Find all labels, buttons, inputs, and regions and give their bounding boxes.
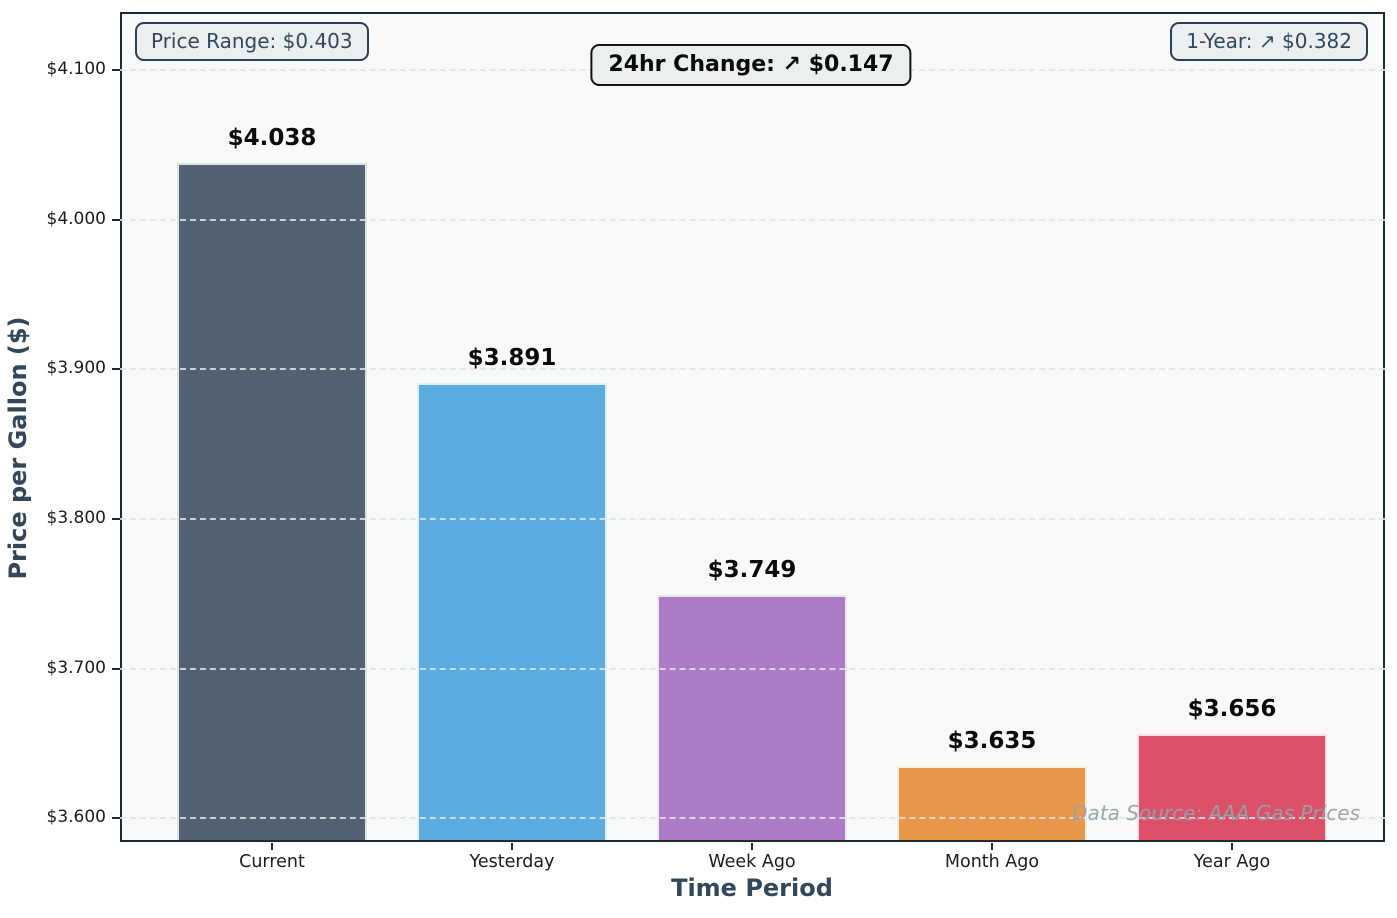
- x-axis-title: Time Period: [671, 874, 833, 902]
- x-tick-label: Month Ago: [944, 852, 1040, 872]
- bar-yesterday: [417, 382, 607, 840]
- x-tick-label: Year Ago: [1193, 852, 1271, 872]
- x-tick-mark: [511, 843, 513, 850]
- x-tick-mark: [991, 843, 993, 850]
- bar-value-label: $4.038: [227, 125, 317, 152]
- y-tick-label: $3.700: [46, 657, 106, 678]
- bar-value-label: $3.891: [467, 344, 557, 371]
- y-tick-label: $3.600: [46, 807, 106, 828]
- bar-value-label: $3.656: [1187, 696, 1277, 723]
- y-tick-mark: [112, 517, 120, 520]
- bar-year-ago: [1137, 734, 1327, 840]
- y-tick-mark: [112, 817, 120, 820]
- x-tick-mark: [271, 843, 273, 850]
- bar-value-label: $3.749: [707, 557, 797, 584]
- one-year-annotation: 1-Year: ↗ $0.382: [1170, 22, 1368, 61]
- y-tick-mark: [112, 667, 120, 670]
- y-tick-mark: [112, 368, 120, 371]
- bar-value-label: $3.635: [947, 727, 1037, 754]
- bar-week-ago: [657, 595, 847, 840]
- y-tick-label: $4.000: [46, 208, 106, 229]
- y-tick-label: $3.800: [46, 507, 106, 528]
- y-tick-label: $4.100: [46, 59, 106, 80]
- x-tick-label: Week Ago: [708, 852, 796, 872]
- bar-month-ago: [897, 765, 1087, 840]
- y-tick-mark: [112, 69, 120, 72]
- y-tick-mark: [112, 218, 120, 221]
- price-range-annotation: Price Range: $0.403: [135, 22, 369, 61]
- x-tick-label: Current: [239, 852, 305, 872]
- bar-current: [177, 163, 367, 840]
- data-source-watermark: Data Source: AAA Gas Prices: [1072, 801, 1360, 825]
- x-tick-mark: [1231, 843, 1233, 850]
- change-24hr-annotation: 24hr Change: ↗ $0.147: [590, 44, 912, 86]
- y-axis-title: Price per Gallon ($): [4, 316, 32, 580]
- x-tick-label: Yesterday: [469, 852, 555, 872]
- x-tick-mark: [751, 843, 753, 850]
- y-tick-label: $3.900: [46, 358, 106, 379]
